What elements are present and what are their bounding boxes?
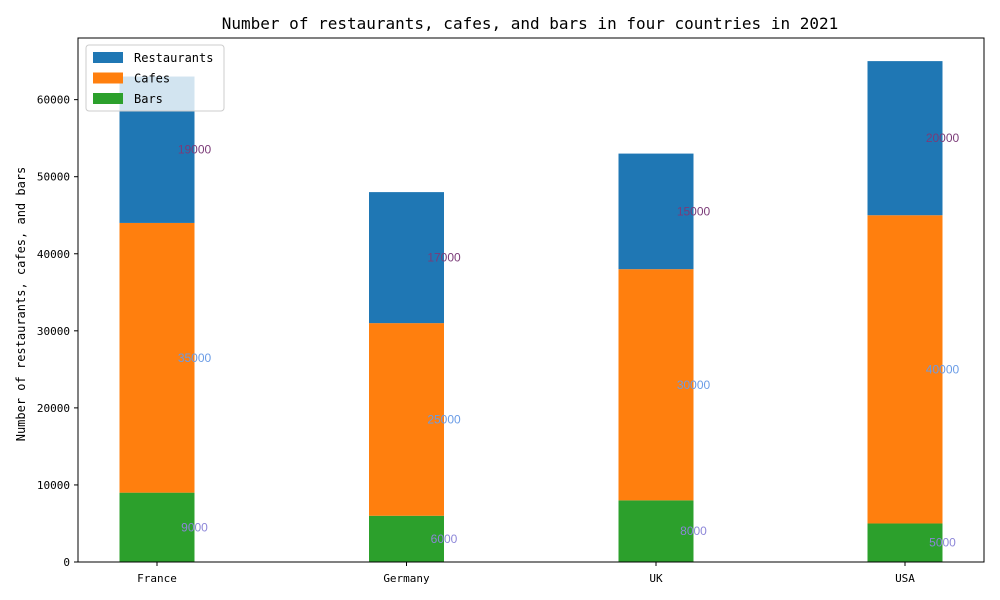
bar-restaurants-germany xyxy=(369,192,444,324)
y-tick-label: 30000 xyxy=(37,325,70,338)
y-tick-label: 50000 xyxy=(37,171,70,184)
y-tick-label: 60000 xyxy=(37,94,70,107)
data-label-cafes-france: 35000 xyxy=(178,351,212,365)
data-label-cafes-uk: 30000 xyxy=(677,378,711,392)
y-tick-label: 20000 xyxy=(37,402,70,415)
plot-frame xyxy=(77,37,985,563)
chart-title: Number of restaurants, cafes, and bars i… xyxy=(222,14,839,33)
plot-area: 9000 35000 19000 6000 25000 17000 8000 30000 150… xyxy=(37,37,985,585)
x-tick-label-uk: UK xyxy=(649,572,663,585)
data-label-restaurants-germany: 17000 xyxy=(427,251,461,265)
data-label-restaurants-france: 19000 xyxy=(178,143,212,157)
data-label-bars-france: 9000 xyxy=(181,520,208,534)
data-label-cafes-germany: 25000 xyxy=(427,412,461,426)
bar-cafes-france xyxy=(119,222,195,493)
legend-swatch-cafes xyxy=(93,72,123,84)
data-label-bars-uk: 8000 xyxy=(680,524,707,538)
bar-restaurants-uk xyxy=(618,153,694,270)
y-tick-label: 10000 xyxy=(37,479,70,492)
bar-bars-usa xyxy=(867,523,943,562)
x-tick-label-usa: USA xyxy=(895,572,915,585)
y-axis-label: Number of restaurants, cafes, and bars xyxy=(14,167,28,442)
bar-bars-france xyxy=(119,492,195,562)
x-tick-label-france: France xyxy=(137,572,177,585)
legend-label-cafes: Cafes xyxy=(134,72,170,86)
data-label-restaurants-usa: 20000 xyxy=(926,131,960,145)
data-label-cafes-usa: 40000 xyxy=(926,362,960,376)
bar-restaurants-usa xyxy=(867,61,943,216)
x-tick-label-germany: Germany xyxy=(383,572,430,585)
bar-bars-uk xyxy=(618,500,694,562)
bar-cafes-usa xyxy=(867,215,943,524)
legend-label-bars: Bars xyxy=(134,92,163,106)
data-label-restaurants-uk: 15000 xyxy=(677,204,711,218)
legend-swatch-bars xyxy=(93,93,123,104)
bar-bars-germany xyxy=(369,515,444,562)
y-tick-label: 40000 xyxy=(37,248,70,261)
y-tick-label: 0 xyxy=(63,556,70,569)
bar-cafes-germany xyxy=(369,323,444,516)
legend-swatch-restaurants xyxy=(93,52,123,63)
data-label-bars-usa: 5000 xyxy=(929,536,956,550)
data-label-bars-germany: 6000 xyxy=(431,532,458,546)
legend-label-restaurants: Restaurants xyxy=(134,51,213,65)
bar-cafes-uk xyxy=(618,269,694,501)
